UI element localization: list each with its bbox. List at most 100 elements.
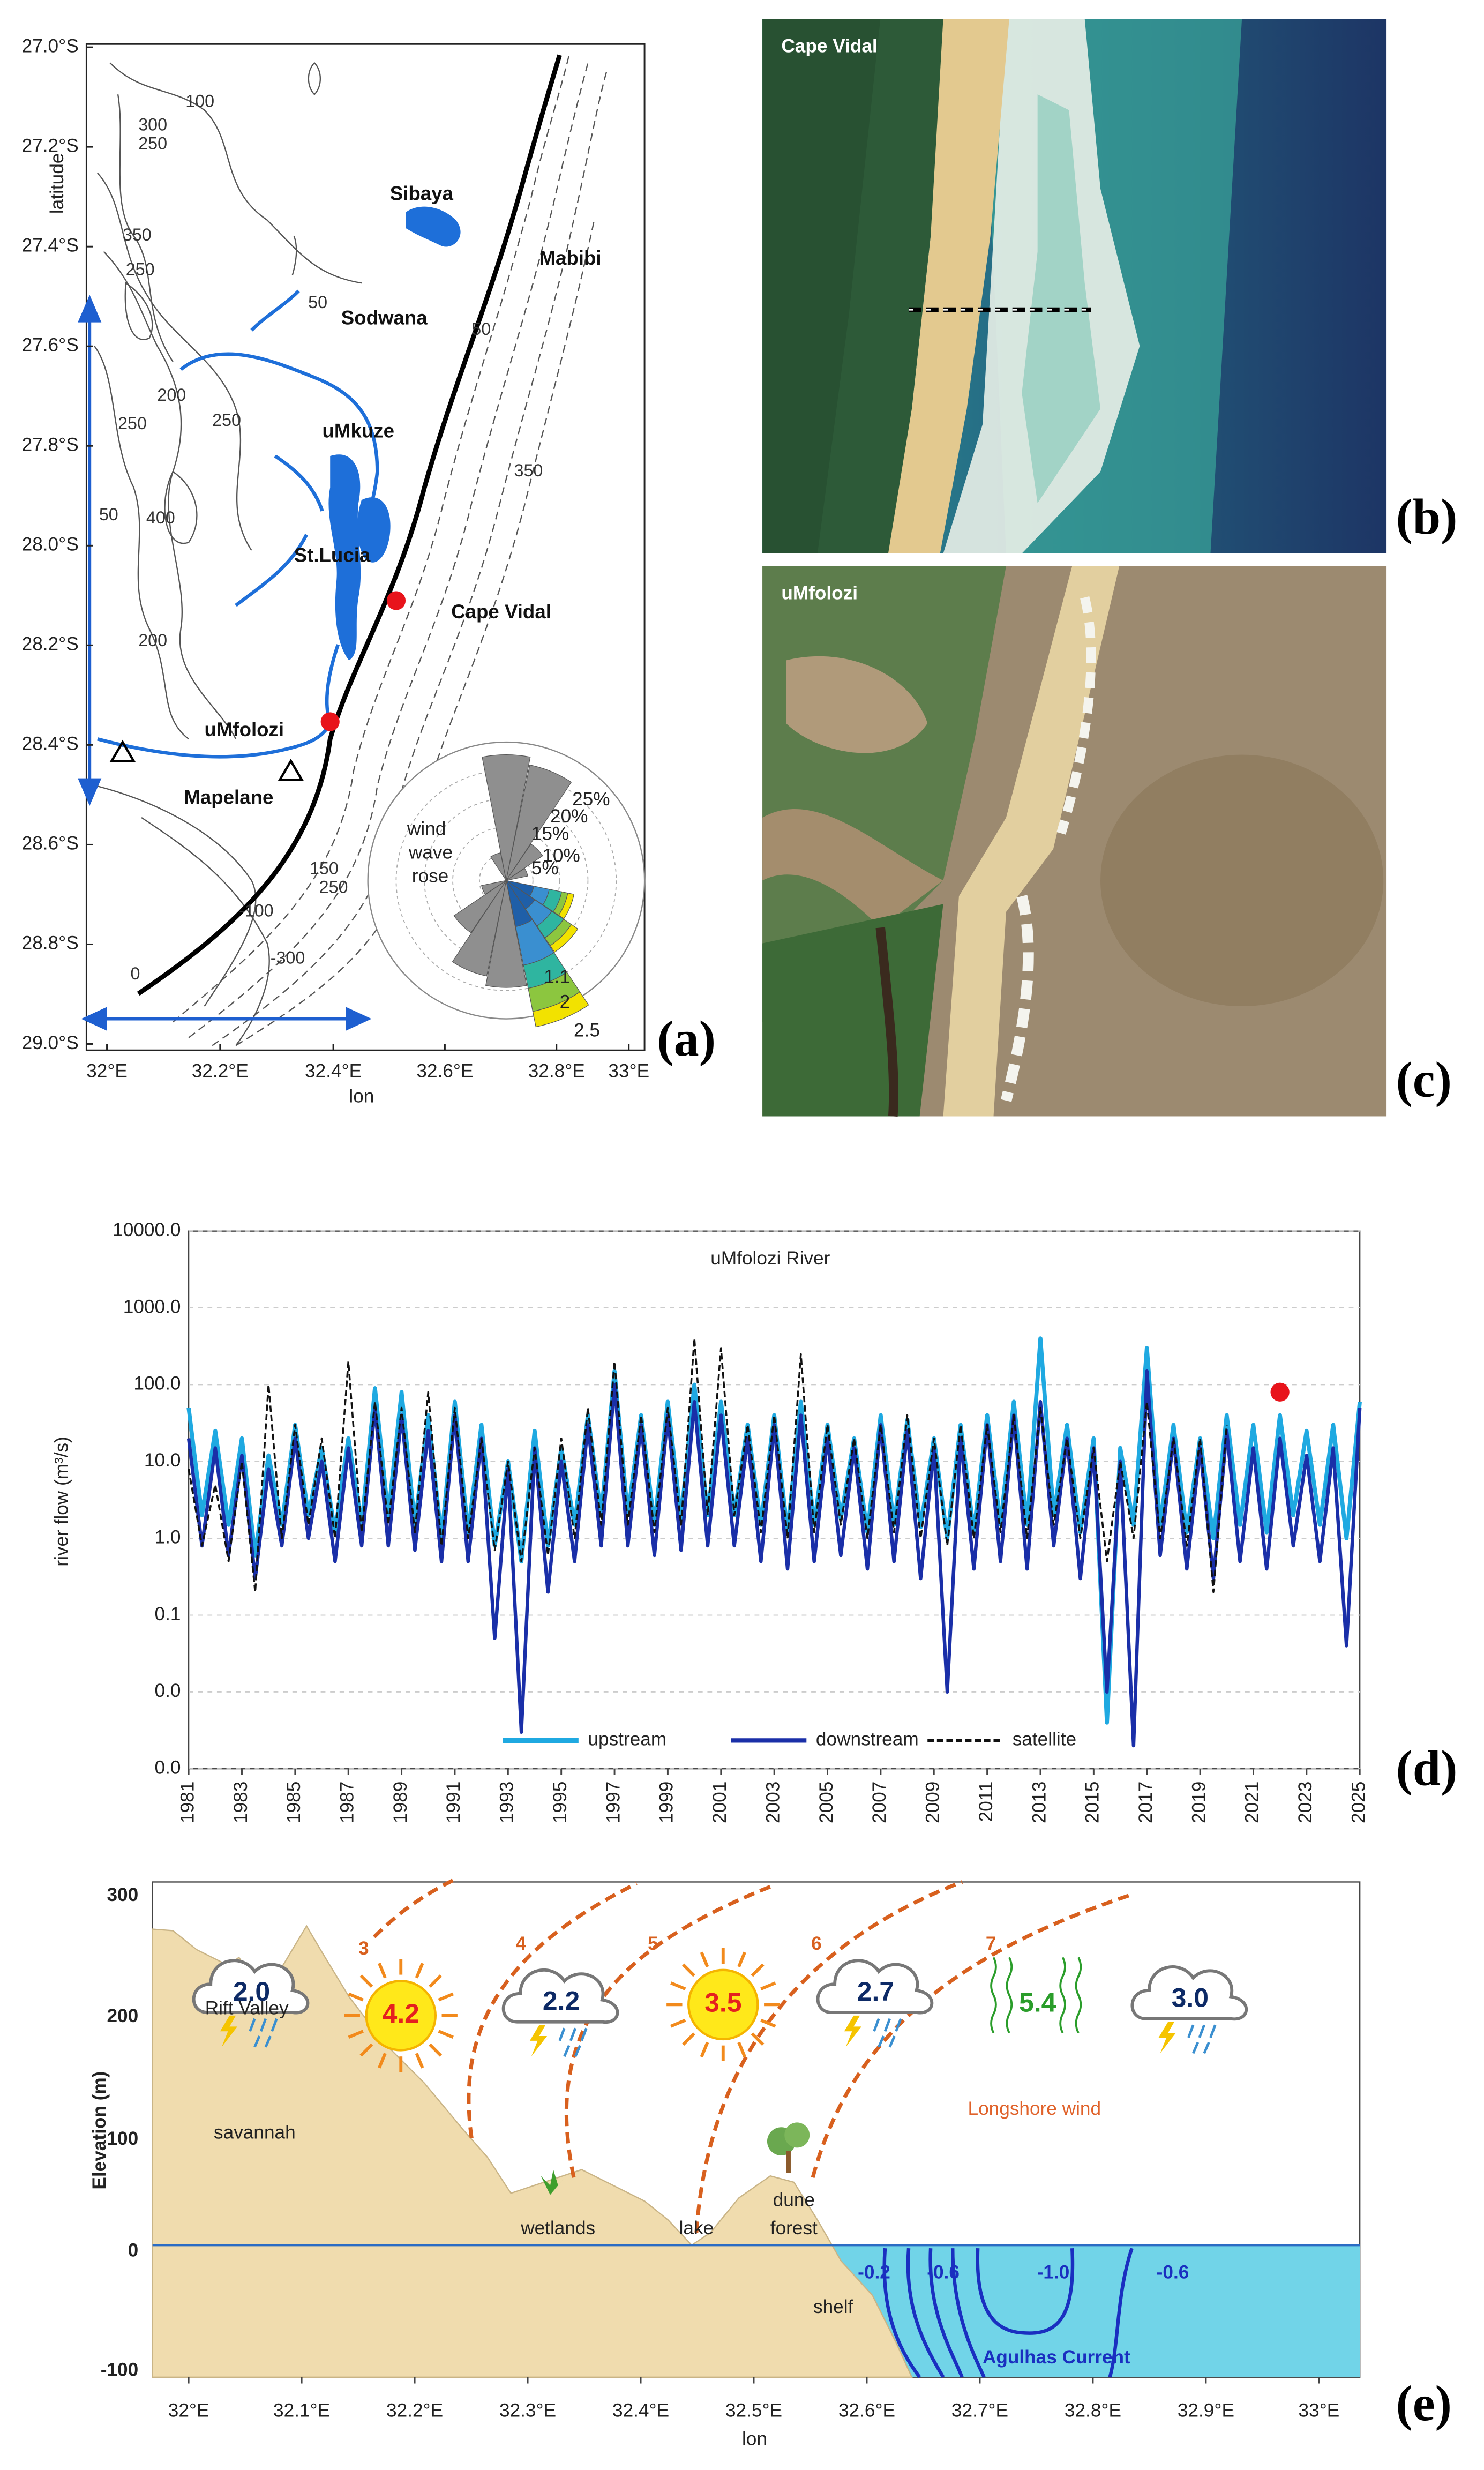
sites bbox=[320, 591, 406, 731]
contour-label: -100 bbox=[239, 901, 274, 920]
weather-value: 3.5 bbox=[704, 1988, 741, 2018]
weather-value: 2.2 bbox=[543, 1986, 580, 2016]
y-tick-label: 100.0 bbox=[133, 1373, 181, 1394]
lat-tick-label: 27.4°S bbox=[22, 235, 79, 256]
x-tick-label: 2025 bbox=[1348, 1782, 1369, 1823]
y-tick-label: 10.0 bbox=[144, 1450, 181, 1471]
rose-percent: 25% bbox=[572, 789, 610, 810]
photo-umfolozi: uMfolozi (c) bbox=[762, 566, 1452, 1117]
rose-percent: 20% bbox=[550, 806, 588, 827]
rose-percent: 10% bbox=[542, 845, 580, 866]
sun-ray bbox=[359, 1974, 373, 1988]
rose-percent: 5% bbox=[531, 858, 559, 879]
x-tick-label: 1993 bbox=[497, 1782, 518, 1823]
lon-tick-label: 32.2°E bbox=[192, 1061, 249, 1082]
sun-ray bbox=[429, 2043, 443, 2057]
contour-label: -300 bbox=[271, 948, 305, 968]
sun-ray bbox=[415, 2053, 424, 2069]
rain bbox=[558, 2027, 588, 2057]
x-tick-label: 2017 bbox=[1135, 1782, 1156, 1823]
contour-label: 350 bbox=[514, 461, 543, 480]
x-tick-label: 2005 bbox=[816, 1782, 837, 1823]
contour-label: 7 bbox=[986, 1933, 996, 1954]
x-tick-label: 32.8°E bbox=[1065, 2400, 1121, 2421]
zone-label: savannah bbox=[214, 2122, 296, 2143]
cross-section: 3 4 5 6 7 Rift Valley savannah wetlands … bbox=[89, 1877, 1452, 2449]
bathymetry bbox=[173, 55, 608, 1046]
lat-tick-label: 28.2°S bbox=[22, 634, 79, 655]
zone-label: shelf bbox=[813, 2296, 853, 2317]
cloud bbox=[501, 1968, 619, 2024]
lon-axis-label: lon bbox=[349, 1086, 374, 1107]
contour-label: 4 bbox=[515, 1933, 526, 1954]
lat-tick-label: 28.4°S bbox=[22, 733, 79, 754]
current-label: -1.0 bbox=[1037, 2262, 1070, 2282]
x-tick-label: 1983 bbox=[230, 1782, 251, 1823]
sun-ray bbox=[760, 1981, 776, 1990]
current-label: -0.6 bbox=[1157, 2262, 1189, 2282]
sun-ray bbox=[670, 1981, 686, 1990]
y-tick-label: 1.0 bbox=[155, 1526, 181, 1547]
coastline bbox=[137, 54, 562, 996]
lat-tick-label: 27.2°S bbox=[22, 135, 79, 156]
contour-label: 50 bbox=[308, 293, 327, 312]
contour-label: 5 bbox=[648, 1933, 658, 1954]
contour-label: 0 bbox=[131, 964, 140, 983]
rose-label: wind bbox=[407, 819, 446, 840]
chart-title: uMfolozi River bbox=[710, 1248, 830, 1269]
place-label: Cape Vidal bbox=[451, 601, 551, 623]
rose-wedge bbox=[452, 880, 507, 977]
x-tick-label: 32.5°E bbox=[725, 2400, 782, 2421]
place-label: uMfolozi bbox=[204, 718, 284, 740]
x-tick-label: 1997 bbox=[603, 1782, 624, 1823]
sun-ray bbox=[378, 1963, 387, 1979]
gauge-triangles bbox=[109, 739, 304, 781]
x-tick-label: 33°E bbox=[1299, 2400, 1340, 2421]
lon-tick-label: 32°E bbox=[86, 1061, 128, 1082]
site-dot bbox=[386, 591, 406, 610]
legend-label: upstream bbox=[588, 1729, 666, 1750]
sun-ray bbox=[429, 1974, 443, 1988]
contour-label: 200 bbox=[138, 631, 167, 650]
sun-ray bbox=[760, 2018, 776, 2028]
x-tick-label: 1995 bbox=[550, 1782, 571, 1823]
x-tick-label: 1985 bbox=[283, 1782, 304, 1823]
sun bbox=[365, 1980, 437, 2052]
zone-label: Longshore wind bbox=[968, 2098, 1101, 2119]
rain bbox=[249, 2018, 278, 2048]
x-tick-label: 32°E bbox=[168, 2400, 209, 2421]
series-line bbox=[186, 1369, 1362, 1748]
x-tick-label: 32.2°E bbox=[386, 2400, 443, 2421]
rain bbox=[1187, 2024, 1217, 2054]
rose-wedge bbox=[506, 764, 572, 881]
contour-label: 200 bbox=[157, 385, 186, 405]
sun-ray bbox=[378, 2053, 387, 2069]
contour-label: 100 bbox=[185, 91, 214, 110]
lightning bbox=[529, 2025, 548, 2057]
x-tick-label: 1991 bbox=[443, 1782, 464, 1823]
lat-tick-label: 27.6°S bbox=[22, 335, 79, 356]
series-line bbox=[188, 1337, 1228, 1593]
point bbox=[1270, 1382, 1290, 1402]
y-axis-label: Elevation (m) bbox=[89, 2071, 110, 2190]
lat-tick-label: 29.0°S bbox=[22, 1032, 79, 1053]
weather-value: 2.0 bbox=[233, 1977, 270, 2007]
place-label: Sibaya bbox=[390, 183, 454, 205]
x-tick-label: 2003 bbox=[762, 1782, 783, 1823]
x-tick-label: 1981 bbox=[177, 1782, 198, 1823]
weather-value: 4.2 bbox=[383, 1999, 419, 2029]
contour-label: 400 bbox=[146, 508, 175, 527]
y-tick-label: 200 bbox=[107, 2005, 138, 2026]
contour-label: 250 bbox=[138, 134, 167, 153]
sun-ray bbox=[348, 2030, 364, 2039]
x-tick-label: 2001 bbox=[709, 1782, 730, 1823]
lon-tick-label: 32.4°E bbox=[305, 1061, 362, 1082]
lat-tick-label: 28.8°S bbox=[22, 933, 79, 954]
sun-ray bbox=[737, 1951, 746, 1967]
zone-label: dune bbox=[773, 2189, 815, 2210]
lon-tick-label: 32.6°E bbox=[416, 1061, 473, 1082]
sun-ray bbox=[700, 1951, 709, 1967]
wind-wave-rose bbox=[367, 741, 646, 1028]
sun-ray bbox=[670, 2018, 686, 2028]
